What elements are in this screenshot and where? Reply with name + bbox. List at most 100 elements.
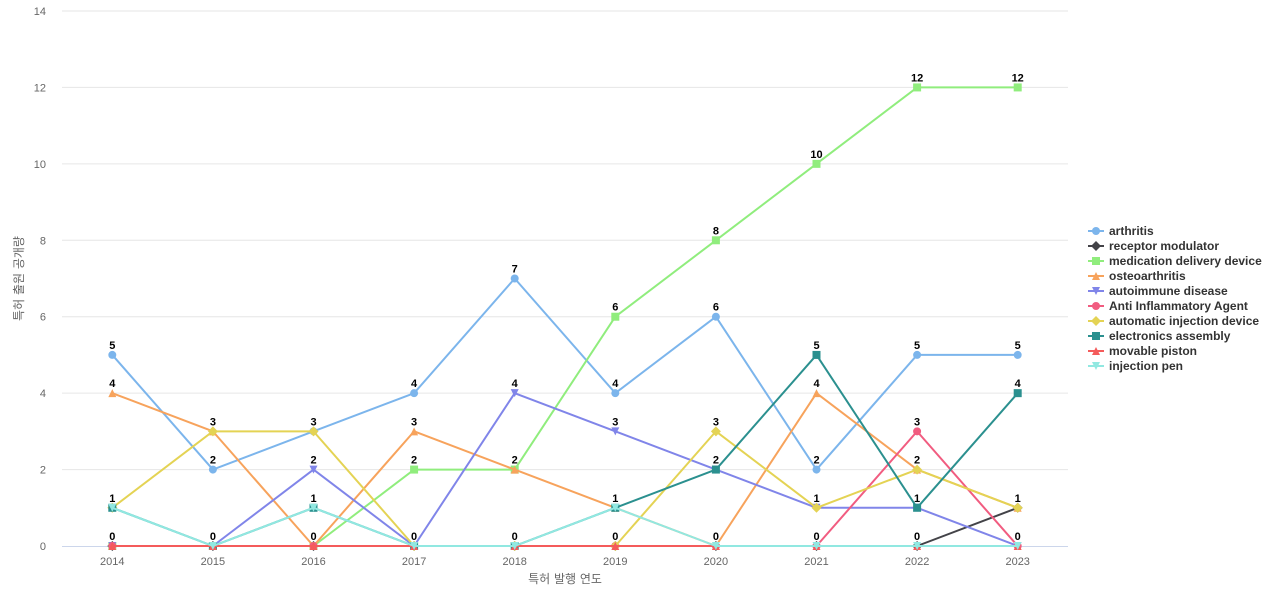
data-label: 4	[1015, 378, 1022, 390]
legend-item-autoimmune-disease[interactable]: autoimmune disease	[1088, 284, 1228, 298]
data-point	[510, 274, 519, 283]
x-tick-label: 2021	[804, 556, 828, 568]
legend-item-anti-inflammatory-agent[interactable]: Anti Inflammatory Agent	[1088, 299, 1248, 313]
data-point	[410, 542, 419, 550]
y-tick-label: 4	[40, 388, 46, 400]
data-point	[207, 426, 218, 437]
data-label: 0	[512, 531, 518, 543]
legend-item-movable-piston[interactable]: movable piston	[1088, 344, 1197, 358]
x-tick-label: 2020	[704, 556, 728, 568]
data-label: 3	[612, 416, 618, 428]
legend-item-osteoarthritis[interactable]: osteoarthritis	[1088, 269, 1186, 283]
legend-item-receptor-modulator[interactable]: receptor modulator	[1088, 239, 1219, 253]
legend-marker	[1092, 287, 1100, 295]
data-label: 3	[713, 416, 719, 428]
data-label: 4	[109, 378, 116, 390]
legend-item-electronics-assembly[interactable]: electronics assembly	[1088, 329, 1231, 343]
data-point	[913, 350, 922, 359]
series-group	[107, 83, 1023, 551]
legend-item-arthritis[interactable]: arthritis	[1088, 224, 1154, 238]
series-line	[112, 392, 1019, 547]
data-point	[711, 465, 720, 474]
data-point	[309, 503, 318, 512]
data-point	[108, 542, 117, 550]
data-label: 12	[1012, 72, 1024, 84]
y-tick-label: 2	[40, 465, 46, 477]
data-point	[410, 465, 419, 474]
x-tick-label: 2017	[402, 556, 426, 568]
data-point	[812, 350, 821, 359]
legend-label: Anti Inflammatory Agent	[1109, 299, 1248, 313]
x-tick-label: 2016	[301, 556, 325, 568]
data-point	[410, 427, 419, 436]
x-tick-label: 2023	[1005, 556, 1029, 568]
data-label: 1	[612, 493, 618, 505]
data-label: 6	[612, 302, 618, 314]
data-label: 2	[210, 455, 216, 467]
data-point	[913, 542, 922, 550]
data-label: 3	[411, 416, 417, 428]
data-label: 10	[810, 149, 822, 161]
data-point	[812, 542, 821, 550]
data-label: 0	[713, 531, 719, 543]
data-label: 0	[210, 531, 216, 543]
legend-item-automatic-injection-device[interactable]: automatic injection device	[1088, 314, 1259, 328]
data-point	[1013, 350, 1022, 359]
legend-marker	[1092, 362, 1100, 370]
legend-label: injection pen	[1109, 359, 1183, 373]
data-point	[410, 389, 419, 398]
legend-label: receptor modulator	[1109, 239, 1219, 253]
series-line	[111, 277, 1018, 471]
legend-marker	[1092, 302, 1100, 310]
data-label: 0	[813, 531, 819, 543]
data-label: 3	[210, 416, 216, 428]
legend-label: automatic injection device	[1109, 314, 1259, 328]
legend-item-medication-delivery-device[interactable]: medication delivery device	[1088, 254, 1262, 268]
data-label: 3	[310, 416, 316, 428]
legend-label: electronics assembly	[1109, 329, 1231, 343]
legend-marker	[1092, 272, 1100, 280]
data-point	[711, 542, 720, 550]
series-line	[111, 506, 1018, 547]
data-point	[611, 542, 620, 550]
data-point	[108, 389, 117, 398]
data-point	[510, 465, 519, 474]
data-label: 0	[914, 531, 920, 543]
legend-item-injection-pen[interactable]: injection pen	[1088, 359, 1183, 373]
legend-label: movable piston	[1109, 344, 1197, 358]
data-point	[812, 159, 821, 168]
legend-marker	[1091, 241, 1101, 251]
y-tick-label: 6	[40, 312, 46, 324]
data-label: 1	[310, 493, 316, 505]
x-tick-label: 2015	[201, 556, 225, 568]
data-label: 3	[914, 416, 920, 428]
legend-label: medication delivery device	[1109, 254, 1262, 268]
y-tick-label: 8	[40, 235, 46, 247]
data-label: 2	[713, 455, 719, 467]
legend-label: osteoarthritis	[1109, 269, 1186, 283]
data-label: 1	[1015, 493, 1021, 505]
x-tick-label: 2022	[905, 556, 929, 568]
y-axis-title: 특허 출원 공개량	[12, 236, 26, 321]
data-point	[510, 542, 519, 550]
data-point	[108, 350, 117, 359]
data-label: 7	[512, 264, 518, 276]
data-label: 0	[612, 531, 618, 543]
data-label: 4	[612, 378, 619, 390]
data-point	[309, 465, 318, 474]
data-label: 2	[310, 455, 316, 467]
data-label: 0	[1015, 531, 1021, 543]
data-label: 12	[911, 72, 923, 84]
x-tick-label: 2019	[603, 556, 627, 568]
data-label: 5	[914, 340, 920, 352]
series-injection-pen	[108, 503, 1022, 550]
y-tick-label: 10	[34, 159, 46, 171]
data-label: 2	[411, 455, 417, 467]
data-label: 0	[411, 531, 417, 543]
data-point	[1012, 502, 1023, 513]
data-point	[812, 389, 821, 398]
data-label: 4	[512, 378, 519, 390]
data-point	[308, 426, 319, 437]
x-axis-title: 특허 발행 연도	[528, 571, 602, 586]
